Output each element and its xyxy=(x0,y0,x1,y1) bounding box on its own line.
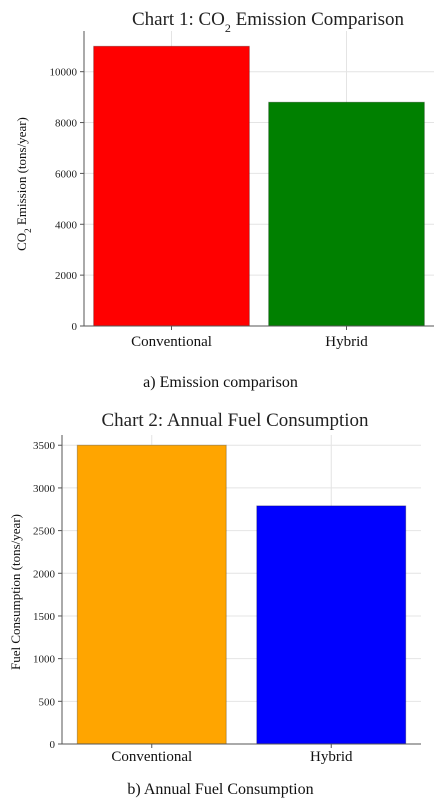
y-tick-label: 3500 xyxy=(33,440,56,452)
y-tick-label: 2000 xyxy=(55,270,78,282)
chart-fuel: Chart 2: Annual Fuel Consumption Fuel Co… xyxy=(8,410,421,765)
y-tick-label: 1000 xyxy=(33,654,56,666)
x-tick-label: Conventional xyxy=(111,749,192,765)
y-tick-label: 6000 xyxy=(55,168,78,180)
chart-title: Chart 1: CO2 Emission Comparison xyxy=(132,9,405,35)
y-tick-label: 4000 xyxy=(55,219,78,231)
y-tick-label: 2000 xyxy=(33,568,56,580)
figure-fuel: Chart 2: Annual Fuel Consumption Fuel Co… xyxy=(0,400,441,806)
y-tick-label: 3000 xyxy=(33,483,56,495)
x-tick-label: Hybrid xyxy=(310,749,353,765)
y-tick-label: 2500 xyxy=(33,526,56,538)
x-tick-label: Conventional xyxy=(131,334,212,350)
y-tick-label: 0 xyxy=(50,739,56,751)
bar-conventional xyxy=(93,45,250,327)
bar-hybrid xyxy=(256,505,407,745)
y-tick-label: 0 xyxy=(72,321,78,333)
chart-emission: Chart 1: CO2 Emission Comparison CO2 Emi… xyxy=(14,9,434,350)
caption: b) Annual Fuel Consumption xyxy=(127,781,314,798)
bar-hybrid xyxy=(268,101,425,327)
caption: a) Emission comparison xyxy=(143,374,298,391)
y-tick-label: 8000 xyxy=(55,118,78,130)
y-tick-label: 1500 xyxy=(33,611,56,623)
y-axis-label: CO2 Emission (tons/year) xyxy=(14,117,33,251)
y-tick-label: 10000 xyxy=(50,67,78,79)
y-axis-label: Fuel Consumption (tons/year) xyxy=(8,514,23,670)
x-tick-label: Hybrid xyxy=(325,334,368,350)
chart-title: Chart 2: Annual Fuel Consumption xyxy=(101,410,369,431)
figure-emission: Chart 1: CO2 Emission Comparison CO2 Emi… xyxy=(0,0,441,400)
y-tick-label: 500 xyxy=(39,696,56,708)
bar-conventional xyxy=(76,444,227,745)
